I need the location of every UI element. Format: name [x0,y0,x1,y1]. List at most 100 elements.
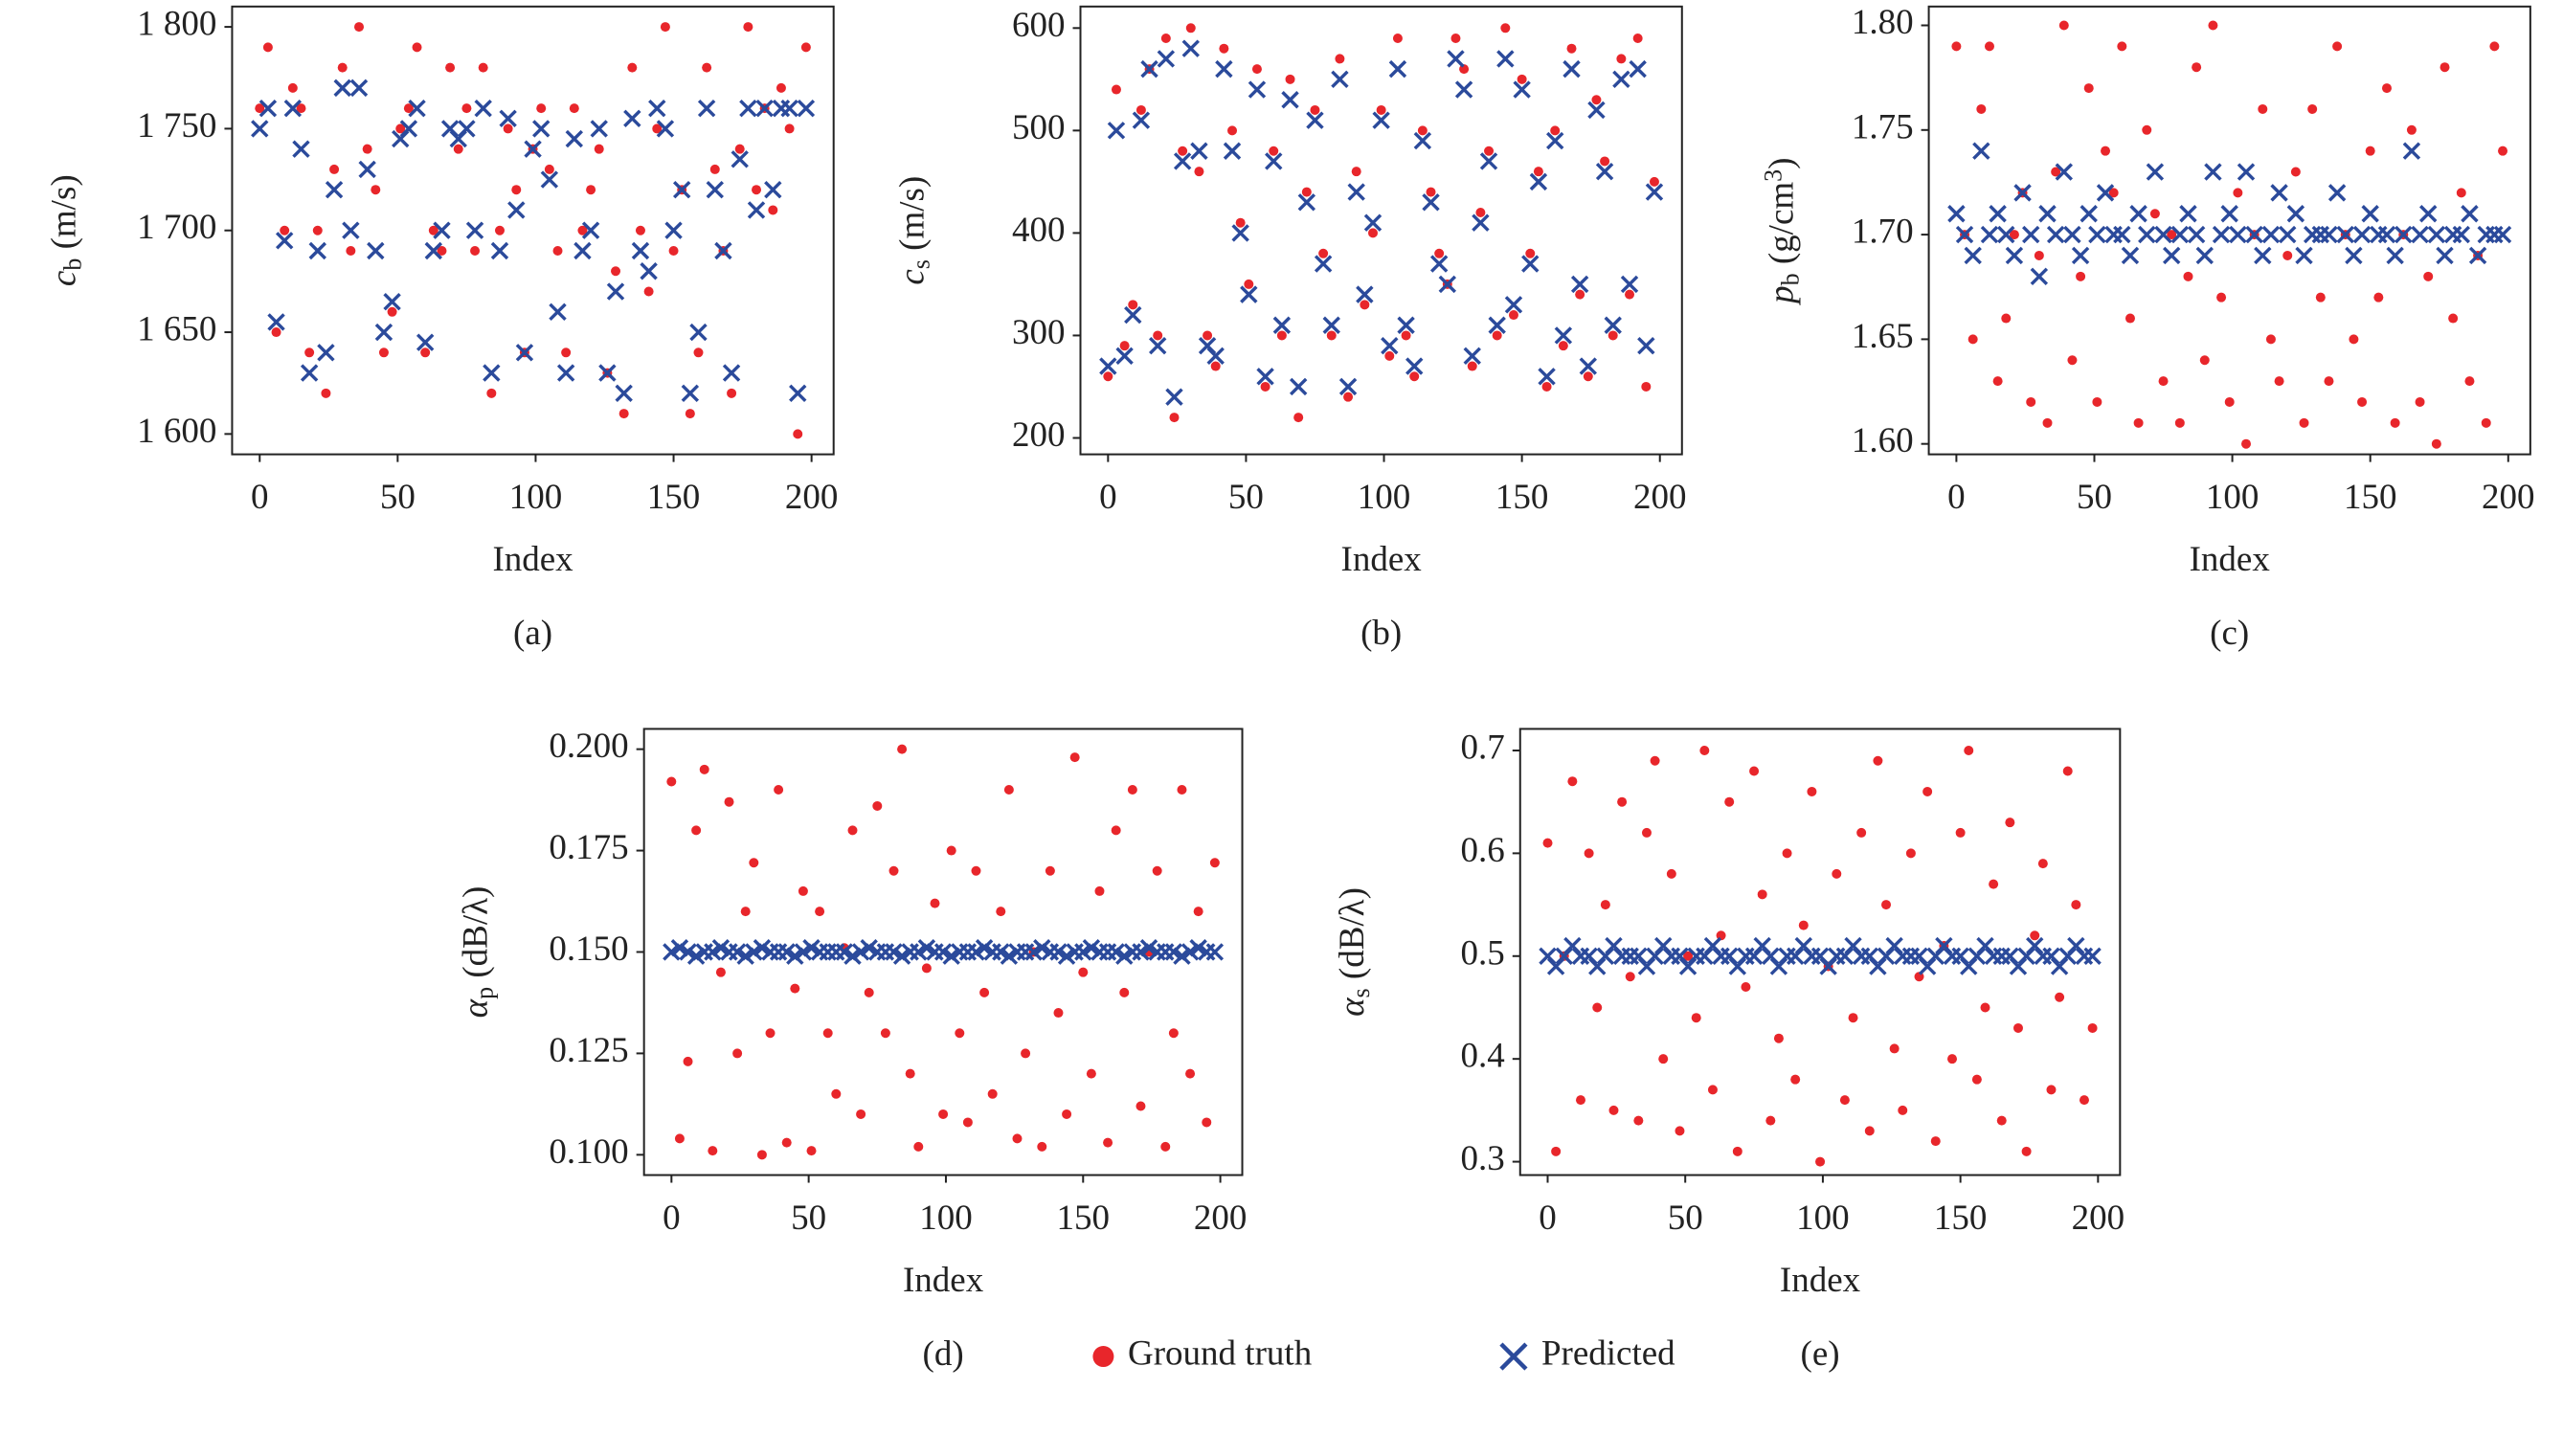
predicted-marker [2279,225,2297,244]
truth-marker [420,347,431,358]
predicted-marker [1992,947,2011,965]
predicted-marker [2320,225,2338,244]
truth-marker [1873,755,1883,766]
x-tick-label: 200 [1194,1198,1248,1238]
truth-marker [652,123,663,134]
predicted-marker [2452,225,2471,244]
y-tick-label: 1 800 [137,5,216,44]
predicted-marker [1828,947,1846,965]
truth-marker [1992,376,2003,387]
truth-marker [2415,396,2425,407]
truth-marker [287,82,298,93]
truth-marker [2012,1022,2023,1033]
truth-marker [1765,1115,1776,1126]
truth-marker [1625,289,1635,300]
predicted-marker [706,180,724,199]
truth-marker [1930,1136,1941,1147]
truth-marker [768,205,778,215]
predicted-marker [590,120,608,138]
truth-marker [453,144,463,154]
predicted-marker [292,140,310,158]
predicted-marker [2377,225,2396,244]
truth-marker [1551,1146,1562,1156]
x-axis-label: Index [1341,540,1423,579]
truth-marker [1773,1033,1784,1043]
x-tick-label: 150 [1495,478,1549,517]
truth-marker [2406,124,2417,135]
truth-marker [1542,838,1553,848]
truth-marker [793,429,803,439]
truth-marker [1641,381,1652,392]
truth-marker [668,245,679,256]
truth-marker [255,103,265,114]
predicted-marker [1098,943,1117,961]
truth-marker [337,62,348,73]
predicted-marker [2436,246,2454,265]
predicted-marker [399,120,418,138]
predicted-marker [275,232,294,250]
truth-marker [1276,330,1287,341]
truth-marker [2464,376,2475,387]
truth-marker [2290,167,2301,177]
truth-marker [897,744,908,754]
truth-marker [1567,776,1578,787]
truth-marker [2005,818,2015,828]
truth-marker [1244,279,1254,289]
y-tick-label: 1.65 [1852,317,1914,356]
predicted-marker [1422,193,1440,212]
truth-marker [304,347,315,358]
truth-marker [1592,1002,1603,1013]
predicted-marker [333,78,351,98]
y-tick-label: 1.60 [1852,421,1914,460]
truth-marker [2349,334,2359,345]
predicted-marker [433,221,451,239]
predicted-marker [1662,947,1681,965]
truth-marker [1152,865,1162,876]
y-tick-label: 0.100 [549,1132,628,1172]
predicted-marker [2386,246,2404,265]
truth-marker [2208,20,2218,31]
truth-marker [2133,417,2144,428]
predicted-marker [2005,246,2024,265]
truth-marker [354,22,365,33]
truth-marker [752,185,762,195]
predicted-marker [1984,947,2003,965]
truth-marker [971,865,981,876]
truth-marker [544,164,554,174]
truth-marker [1103,371,1113,382]
truth-marker [321,388,331,398]
truth-marker [1467,361,1477,371]
subplot-caption: (b) [1360,614,1402,653]
truth-marker [660,22,670,33]
truth-marker [2021,1146,2032,1156]
truth-marker [1185,1068,1196,1079]
truth-marker [800,42,811,53]
y-tick-label: 0.7 [1461,728,1505,767]
y-axis-label: cb (m/s) [45,174,86,286]
predicted-marker [251,120,269,138]
predicted-marker [1281,91,1299,109]
truth-marker [724,796,734,807]
predicted-marker [2030,267,2049,286]
truth-marker [749,858,759,868]
truth-marker [806,1146,817,1156]
truth-marker [611,266,621,277]
predicted-marker [532,120,551,138]
truth-marker [1533,167,1543,177]
predicted-marker [1778,947,1796,965]
truth-marker [1069,752,1080,763]
truth-marker [2224,396,2235,407]
truth-marker [2299,417,2309,428]
truth-marker [1062,1109,1072,1119]
predicted-marker [2138,225,2156,244]
truth-marker [635,225,645,235]
predicted-marker [565,129,584,148]
predicted-marker [1190,142,1208,160]
predicted-marker [2088,225,2106,244]
predicted-marker [789,384,807,403]
truth-marker [996,907,1006,917]
truth-marker [708,1146,718,1156]
truth-marker [1392,34,1403,44]
predicted-marker [308,241,326,260]
predicted-marker [1894,947,1912,965]
